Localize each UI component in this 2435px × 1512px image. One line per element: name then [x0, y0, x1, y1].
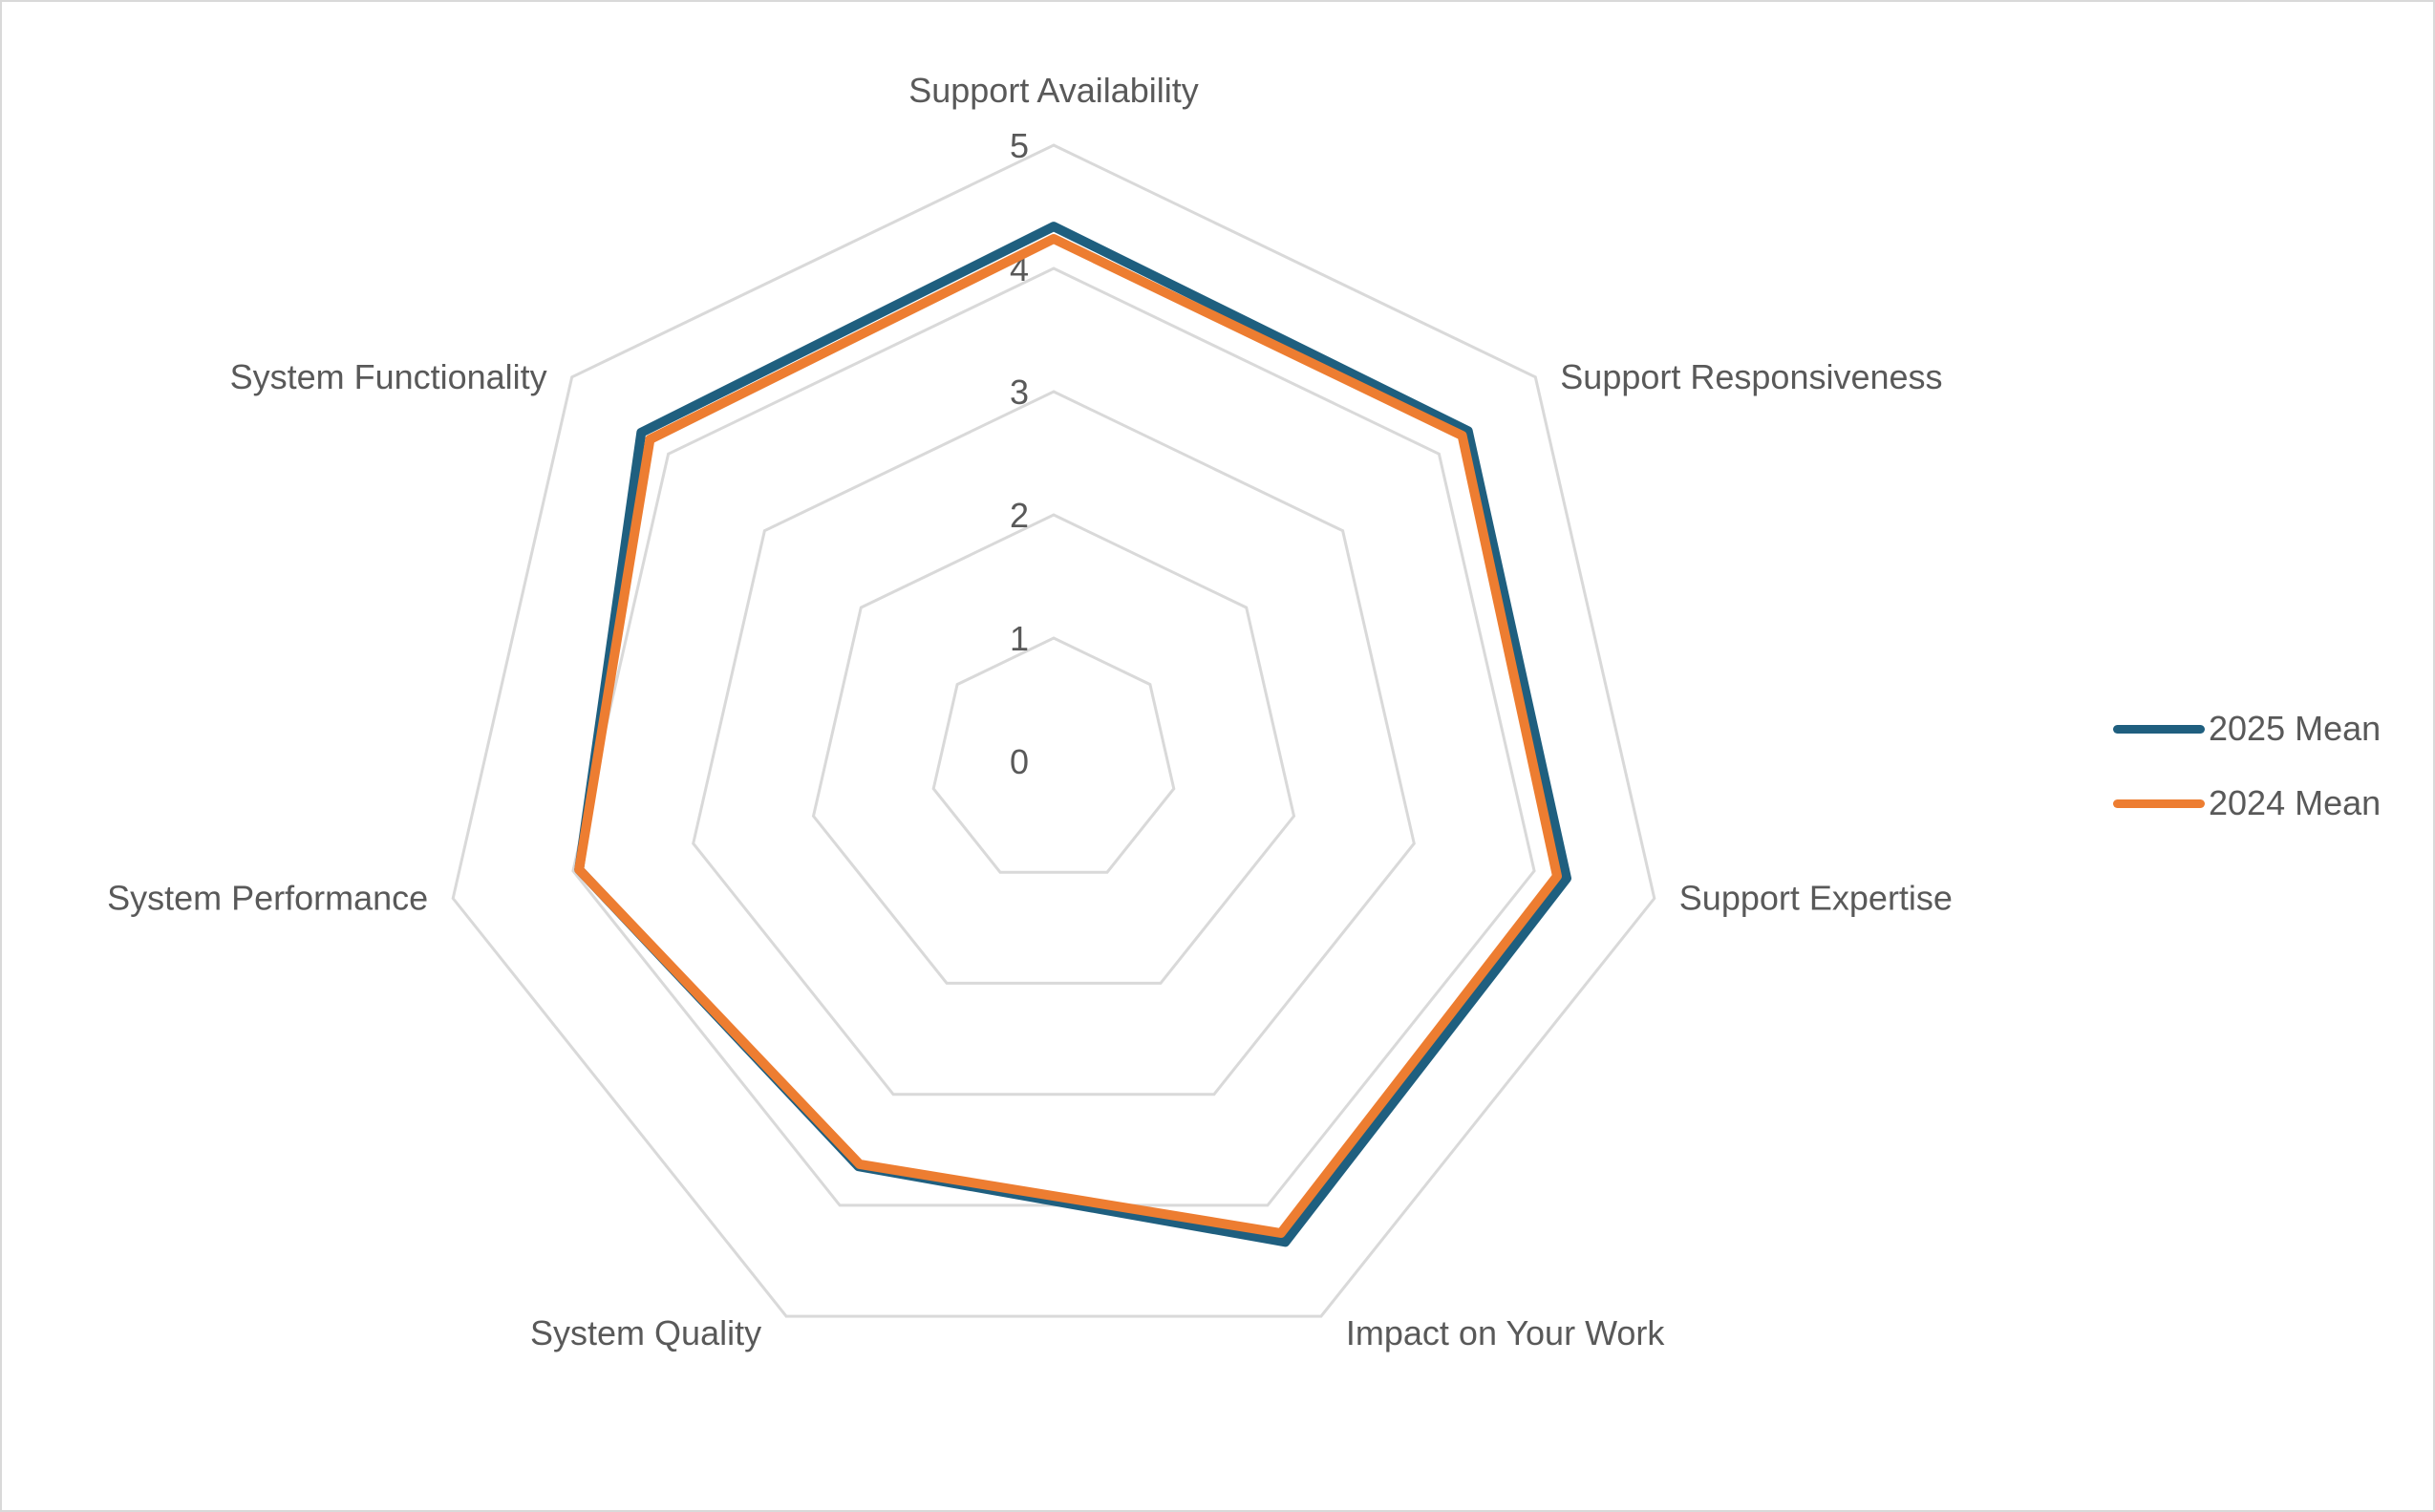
legend-item-2025: 2025 Mean: [2113, 692, 2400, 766]
axis-labels: Support Availability Support Responsivene…: [107, 71, 1953, 1352]
grid-ring-1: [931, 636, 1176, 874]
axis-label-system-quality: System Quality: [530, 1313, 761, 1352]
series-line-2025-mean: [574, 222, 1571, 1247]
radial-tick-label-2: 2: [1010, 496, 1029, 535]
legend: 2025 Mean 2024 Mean: [2113, 692, 2400, 841]
legend-item-2024: 2024 Mean: [2113, 766, 2400, 841]
axis-label-system-functionality: System Functionality: [230, 357, 547, 396]
legend-swatch-2024: [2113, 799, 2205, 808]
grid-ring-5: [451, 143, 1656, 1318]
radial-tick-label-0: 0: [1010, 742, 1029, 781]
radial-tick-label-5: 5: [1010, 126, 1029, 165]
axis-label-impact-on-your-work: Impact on Your Work: [1346, 1313, 1666, 1352]
legend-label-2024: 2024 Mean: [2209, 783, 2382, 822]
legend-swatch-2025: [2113, 724, 2205, 734]
series-layer: [574, 222, 1571, 1247]
grid-layer: [451, 143, 1656, 1318]
grid-ring-3: [692, 390, 1416, 1097]
axis-label-support-responsiveness: Support Responsiveness: [1560, 357, 1942, 396]
axis-label-system-performance: System Performance: [107, 879, 428, 918]
radial-tick-label-3: 3: [1010, 373, 1029, 412]
grid-ring-2: [811, 513, 1296, 985]
radial-tick-label-1: 1: [1010, 619, 1029, 658]
axis-label-support-expertise: Support Expertise: [1679, 879, 1953, 918]
legend-label-2025: 2025 Mean: [2209, 709, 2382, 748]
axis-label-support-availability: Support Availability: [908, 71, 1199, 110]
series-line-2024-mean: [574, 234, 1562, 1238]
